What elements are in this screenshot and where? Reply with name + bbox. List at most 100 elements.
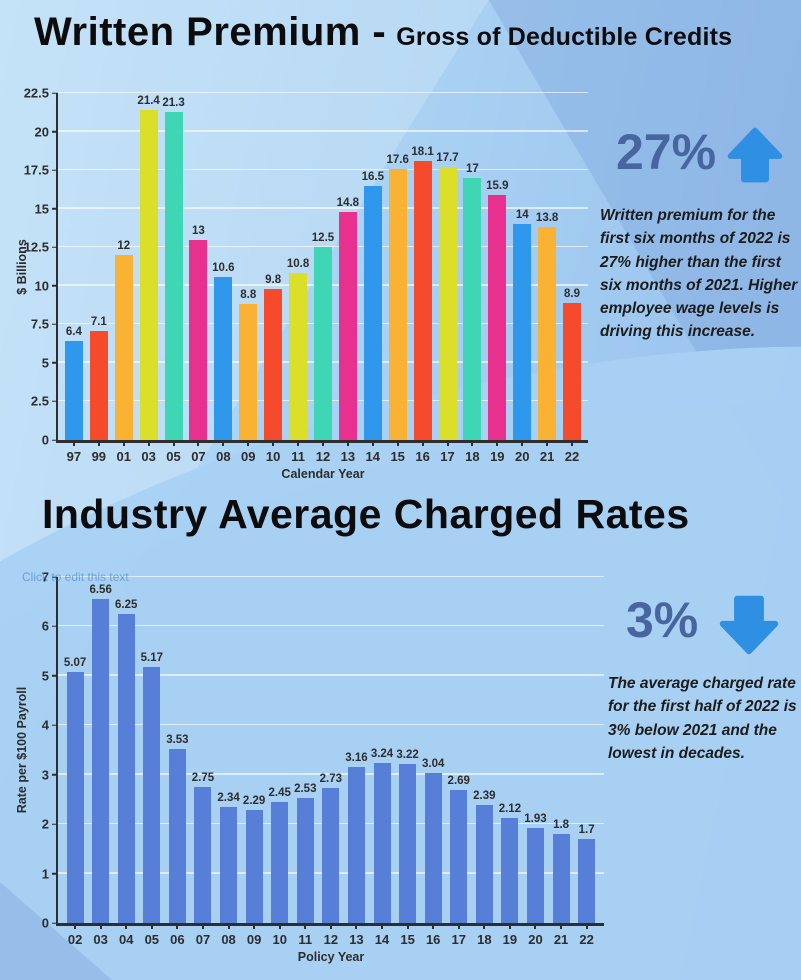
bar-group-21: 1.8 21	[552, 577, 570, 947]
charged-rates-annotation: 3% The average charged rate for the firs…	[608, 594, 800, 765]
bar-group-22: 1.7 22	[578, 577, 596, 947]
gridline	[58, 245, 588, 248]
bar-group-08: 2.34 08	[217, 577, 239, 947]
bar-value-label: 1.7	[578, 823, 595, 836]
bar-19	[488, 194, 507, 440]
chart1-title: Written Premium -	[34, 10, 387, 54]
bar-group-17: 17.7 17	[436, 93, 458, 464]
x-tick-mark	[122, 440, 125, 446]
bar-group-07: 13 07	[189, 93, 208, 464]
bar-97	[64, 341, 83, 440]
plot-area: Policy Year 0 1 2 3 4 5 6 7 5.07 02 6.56 03 6.25 04 5.…	[42, 570, 604, 964]
x-tick-mark	[304, 923, 307, 929]
x-tick-label: 13	[349, 932, 364, 947]
x-tick-label: 05	[166, 449, 181, 464]
bar-group-21: 13.8 21	[536, 93, 558, 464]
bar-value-label: 1.8	[553, 819, 570, 832]
bar-17	[450, 790, 468, 923]
x-tick-mark	[560, 923, 563, 929]
x-tick-label: 06	[170, 932, 185, 947]
bar-14	[373, 762, 391, 923]
bar-19	[501, 818, 519, 923]
bar-08	[214, 276, 233, 440]
bar-group-12: 2.73 12	[320, 577, 342, 947]
bar-value-label: 3.53	[166, 733, 189, 746]
x-tick-mark	[172, 440, 175, 446]
bar-value-label: 16.5	[361, 170, 384, 183]
x-tick-label: 20	[528, 932, 543, 947]
bar-value-label: 17.6	[386, 153, 409, 166]
bar-09	[239, 304, 258, 440]
bar-20	[513, 224, 532, 440]
bar-value-label: 2.53	[294, 782, 317, 795]
bar-value-label: 12.5	[311, 232, 335, 245]
arrow-up-icon	[726, 126, 784, 184]
y-tick-label: 2.5	[30, 393, 49, 409]
y-tick-label: 12.5	[23, 239, 49, 255]
bar-group-15: 17.6 15	[386, 93, 409, 464]
x-tick-label: 07	[195, 932, 211, 947]
bar-04	[117, 614, 135, 923]
y-tick-label: 6	[41, 618, 49, 634]
bar-group-19: 15.9 19	[486, 93, 509, 464]
y-tick-mark	[52, 92, 58, 94]
bar-group-99: 7.1 99	[89, 93, 108, 464]
charged-rates-chart: Click to edit this text Rate per $100 Pa…	[8, 568, 614, 968]
x-tick-mark	[446, 440, 449, 446]
bar-group-10: 9.8 10	[264, 93, 283, 464]
x-tick-mark	[432, 923, 435, 929]
edit-text-placeholder[interactable]: Click to edit this text	[22, 570, 129, 584]
bar-15	[388, 168, 407, 440]
x-tick-label: 16	[425, 932, 441, 947]
bar-value-label: 3.04	[421, 757, 445, 770]
y-tick-label: 7.5	[30, 316, 49, 332]
x-tick-label: 17	[440, 449, 455, 464]
bar-09	[245, 809, 263, 923]
bar-value-label: 2.75	[191, 772, 215, 785]
bar-value-label: 7.1	[90, 315, 107, 328]
x-tick-label: 12	[323, 932, 339, 947]
bar-group-14: 3.24 14	[371, 577, 393, 947]
y-tick-mark	[52, 246, 58, 248]
y-tick-mark	[52, 823, 58, 825]
y-tick-mark	[52, 625, 58, 628]
bar-18	[475, 804, 493, 923]
bar-value-label: 2.45	[268, 786, 291, 799]
x-tick-label: 15	[400, 932, 415, 947]
bar-group-20: 14 20	[513, 93, 532, 464]
x-tick-mark	[508, 923, 511, 929]
x-tick-label: 17	[451, 932, 466, 947]
bar-01	[114, 254, 133, 440]
y-axis-title: $ Billions	[15, 239, 29, 295]
bar-17	[438, 167, 457, 440]
gridline	[58, 773, 604, 775]
bar-11	[289, 273, 308, 440]
stat-row: 3%	[608, 594, 800, 656]
bar-13	[347, 766, 365, 923]
y-tick-label: 20	[34, 124, 49, 140]
bar-value-label: 15.9	[486, 179, 509, 192]
bar-value-label: 10.8	[286, 258, 310, 271]
bar-group-05: 21.3 05	[162, 93, 184, 464]
x-axis-title: Policy Year	[297, 950, 365, 964]
x-tick-mark	[147, 440, 150, 446]
x-tick-mark	[346, 440, 349, 446]
x-tick-label: 07	[191, 449, 206, 464]
x-tick-label: 21	[539, 449, 555, 464]
bar-value-label: 18.1	[411, 145, 434, 158]
bar-value-label: 9.8	[265, 273, 282, 286]
bar-value-label: 3.22	[396, 748, 419, 761]
x-tick-label: 97	[66, 449, 82, 464]
x-tick-label: 02	[67, 932, 83, 947]
bar-value-label: 6.56	[89, 583, 112, 596]
y-tick-mark	[52, 675, 58, 677]
y-tick-mark	[52, 922, 58, 924]
bar-group-12: 12.5 12	[311, 93, 335, 464]
bar-group-09: 2.29 09	[243, 577, 265, 947]
bar-value-label: 17	[466, 162, 479, 175]
bars-group: 6.4 97 7.1 99 12 01 21.4 03 21.3 05 13 07 10.6 08 8.8 0…	[58, 93, 588, 464]
x-tick-label: 04	[119, 932, 134, 947]
bar-group-03: 21.4 03	[137, 93, 159, 464]
x-tick-mark	[247, 440, 250, 446]
y-tick-mark	[52, 576, 58, 578]
